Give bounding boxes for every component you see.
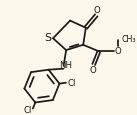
Text: Cl: Cl	[67, 78, 76, 87]
Text: O: O	[94, 6, 101, 15]
Text: O: O	[115, 46, 121, 55]
Text: CH₃: CH₃	[121, 34, 136, 43]
Text: O: O	[89, 66, 96, 75]
Text: Cl: Cl	[23, 105, 32, 114]
Text: NH: NH	[59, 61, 72, 70]
Text: S: S	[44, 33, 51, 43]
